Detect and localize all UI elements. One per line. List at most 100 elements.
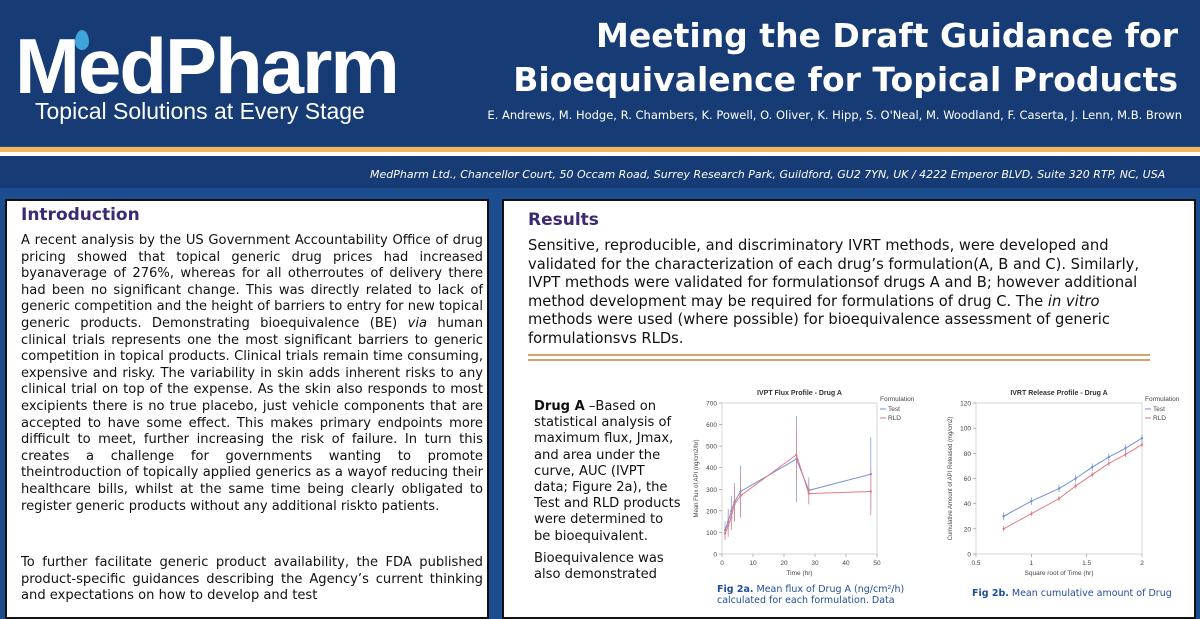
y-tick-label: 400: [706, 465, 717, 472]
data-point: [1074, 477, 1077, 480]
y-tick-label: 200: [706, 508, 717, 515]
legend-entry-test: Test: [888, 406, 900, 413]
intro-text-a: A recent analysis by the US Government A…: [21, 233, 483, 331]
legend-title: Formulation: [1145, 396, 1180, 403]
legend-entry-test: Test: [1153, 406, 1165, 413]
y-tick-label: 20: [964, 526, 972, 533]
fig-2a-caption: Fig 2a. Mean flux of Drug A (ng/cm²/h) c…: [717, 584, 907, 606]
drug-a-text: –Based on statistical analysis of maximu…: [534, 399, 681, 544]
results-heading: Results: [528, 210, 599, 230]
introduction-paragraph-1: A recent analysis by the US Government A…: [21, 233, 483, 515]
data-point: [1091, 465, 1094, 469]
data-point: [1057, 497, 1061, 500]
introduction-paragraph-2: To further facilitate generic product av…: [21, 555, 483, 604]
title-line-2: Bioequivalence for Topical Products: [513, 60, 1178, 99]
legend-entry-rld: RLD: [1153, 415, 1166, 422]
y-tick-label: 300: [706, 487, 717, 494]
data-point: [1030, 512, 1033, 515]
x-tick-label: 1.5: [1082, 560, 1091, 567]
y-tick-label: 60: [964, 476, 972, 483]
fig-2b-caption: Fig 2b. Mean cumulative amount of Drug: [972, 588, 1187, 599]
results-rule-bottom: [528, 359, 1150, 361]
data-point: [1124, 447, 1127, 450]
affiliation-address: MedPharm Ltd., Chancellor Court, 50 Occa…: [370, 168, 1166, 181]
fig-2a-caption-label: Fig 2a.: [717, 584, 754, 595]
address-bar: [0, 156, 1200, 188]
series-line-test: [724, 458, 871, 531]
poster-header: MedPharm Topical Solutions at Every Stag…: [0, 0, 1200, 146]
x-tick-label: 10: [749, 560, 757, 567]
legend-title: Formulation: [880, 396, 915, 403]
results-rule-top: [528, 354, 1150, 356]
x-tick-label: 0: [720, 560, 724, 567]
data-point: [727, 524, 730, 528]
intro-text-via: via: [407, 315, 427, 331]
y-tick-label: 80: [964, 451, 972, 458]
results-text-italic: in vitro: [1047, 292, 1100, 310]
data-point: [1074, 484, 1077, 488]
intro-text-b: human clinical trials represents one the…: [21, 315, 483, 514]
x-axis-label: Square root of Time (hr): [1025, 570, 1094, 577]
drug-a-text-2: Bioequivalence was also demonstrated: [534, 550, 664, 583]
fig-2b-caption-text: Mean cumulative amount of Drug: [1008, 588, 1172, 599]
legend-entry-rld: RLD: [888, 415, 901, 422]
x-tick-label: 50: [873, 560, 881, 567]
data-point: [1002, 527, 1005, 531]
author-list: E. Andrews, M. Hodge, R. Chambers, K. Po…: [487, 108, 1182, 122]
data-point: [733, 503, 736, 506]
title-line-1: Meeting the Draft Guidance for: [596, 16, 1178, 55]
y-tick-label: 700: [706, 401, 717, 408]
y-tick-label: 600: [706, 422, 717, 429]
chart-title: IVPT Flux Profile - Drug A: [757, 390, 842, 397]
introduction-panel: Introduction A recent analysis by the US…: [5, 199, 489, 619]
y-tick-label: 120: [960, 401, 971, 408]
chart-title: IVRT Release Profile - Drug A: [1010, 390, 1107, 397]
medpharm-logo: MedPharm Topical Solutions at Every Stag…: [15, 26, 400, 126]
gold-divider: [0, 147, 1200, 152]
data-point: [739, 494, 742, 497]
x-tick-label: 40: [842, 560, 850, 567]
introduction-heading: Introduction: [21, 205, 140, 225]
y-axis-label: Cumulative Amount of API Released (mg/cm…: [948, 417, 954, 541]
series-line-rld: [724, 453, 871, 534]
data-point: [730, 516, 733, 519]
data-point: [1107, 462, 1110, 465]
data-point: [1002, 515, 1005, 518]
data-point: [1057, 487, 1061, 490]
y-axis-label: Mean Flux of API (ng/cm2/hr): [694, 439, 700, 517]
x-tick-label: 20: [780, 560, 788, 567]
data-point: [1124, 453, 1127, 456]
drug-a-paragraph: Drug A –Based on statistical analysis of…: [534, 399, 682, 583]
data-point: [869, 490, 872, 493]
results-paragraph: Sensitive, reproducible, and discriminat…: [528, 237, 1168, 349]
data-point: [1107, 455, 1110, 459]
fig-2b-chart: IVRT Release Profile - Drug A02040608010…: [944, 381, 1184, 581]
droplet-icon: [75, 30, 89, 50]
white-divider: [0, 152, 1200, 156]
fig-2b-caption-label: Fig 2b.: [972, 588, 1009, 599]
x-tick-label: 1: [1030, 560, 1034, 567]
logo-wordmark: MedPharm: [15, 22, 400, 110]
data-point: [1140, 443, 1144, 446]
x-tick-label: 30: [811, 560, 819, 567]
plot-area-frame: [975, 402, 1143, 555]
data-point: [795, 453, 798, 456]
data-point: [807, 492, 810, 495]
results-text-b: methods were used (where possible) for b…: [528, 311, 1110, 347]
series-line-test: [1003, 437, 1143, 517]
y-tick-label: 40: [964, 501, 972, 508]
x-tick-label: 0.5: [971, 560, 980, 567]
data-point: [723, 532, 727, 535]
series-line-rld: [1003, 444, 1143, 530]
results-text-a: Sensitive, reproducible, and discriminat…: [528, 237, 1140, 310]
data-point: [1091, 473, 1094, 476]
y-tick-label: 500: [706, 444, 717, 451]
y-tick-label: 100: [960, 426, 971, 433]
poster-title: Meeting the Draft Guidance for Bioequiva…: [418, 14, 1178, 102]
y-tick-label: 0: [713, 552, 717, 559]
logo-tagline: Topical Solutions at Every Stage: [35, 98, 365, 124]
fig-2a-chart: IVPT Flux Profile - Drug A01002003004005…: [684, 381, 924, 581]
data-point: [1030, 499, 1033, 503]
x-axis-label: Time (hr): [786, 570, 812, 577]
plot-area-frame: [721, 402, 878, 555]
